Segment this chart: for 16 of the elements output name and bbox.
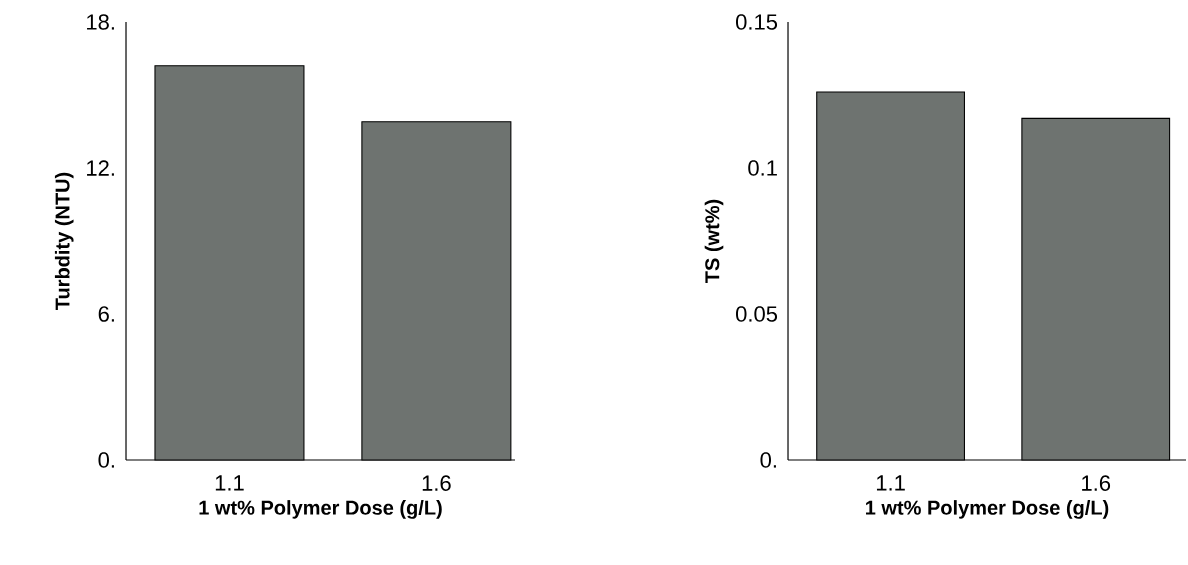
x-tick-label: 1.1 bbox=[876, 475, 905, 491]
y-tick-label: 0.15 bbox=[736, 14, 778, 30]
y-axis-title: Turbdity (NTU) bbox=[54, 172, 74, 311]
y-tick-label: 0. bbox=[760, 452, 776, 468]
y-tick-label: 0.1 bbox=[748, 160, 777, 176]
x-axis-title: 1 wt% Polymer Dose (g/L) bbox=[866, 500, 1109, 519]
y-tick-label: 12. bbox=[87, 160, 114, 176]
y-tick-label: 0.05 bbox=[736, 306, 778, 322]
y-tick-label: 18. bbox=[87, 14, 114, 30]
y-axis-title: TS (wt%) bbox=[704, 199, 724, 283]
x-tick-label: 1.1 bbox=[215, 475, 244, 491]
x-axis-title: 1 wt% Polymer Dose (g/L) bbox=[199, 500, 442, 519]
y-tick-label: 0. bbox=[98, 452, 114, 468]
x-tick-label: 1.6 bbox=[1082, 475, 1111, 491]
x-tick-label: 1.6 bbox=[422, 475, 451, 491]
y-tick-label: 6. bbox=[98, 306, 114, 322]
